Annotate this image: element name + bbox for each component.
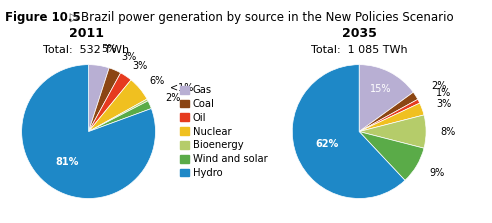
Text: 2035: 2035	[342, 27, 376, 40]
Text: 2011: 2011	[68, 27, 104, 40]
Text: ▷: ▷	[66, 11, 87, 24]
Text: <1%: <1%	[170, 83, 193, 93]
Text: 81%: 81%	[56, 157, 79, 167]
Wedge shape	[359, 99, 420, 132]
Wedge shape	[89, 101, 152, 132]
Wedge shape	[89, 68, 121, 132]
Wedge shape	[359, 65, 413, 132]
Wedge shape	[89, 65, 109, 132]
Text: 3%: 3%	[436, 99, 451, 109]
Text: Total:  532 TWh: Total: 532 TWh	[43, 45, 129, 55]
Text: 8%: 8%	[441, 127, 456, 136]
Text: 3%: 3%	[121, 52, 136, 62]
Wedge shape	[359, 115, 426, 148]
Text: 2%: 2%	[431, 81, 447, 91]
Wedge shape	[292, 65, 405, 198]
Wedge shape	[359, 92, 418, 132]
Text: 2%: 2%	[165, 93, 181, 103]
Text: Brazil power generation by source in the New Policies Scenario: Brazil power generation by source in the…	[81, 11, 454, 24]
Text: 62%: 62%	[315, 139, 338, 149]
Text: 3%: 3%	[133, 61, 148, 71]
Text: 9%: 9%	[430, 168, 445, 178]
Text: 5%: 5%	[101, 44, 117, 54]
Text: Figure 10.5: Figure 10.5	[5, 11, 81, 24]
Wedge shape	[359, 103, 424, 132]
Text: 15%: 15%	[370, 84, 392, 94]
Wedge shape	[89, 73, 131, 132]
Text: Total:  1 085 TWh: Total: 1 085 TWh	[311, 45, 407, 55]
Text: 6%: 6%	[149, 76, 164, 86]
Legend: Gas, Coal, Oil, Nuclear, Bioenergy, Wind and solar, Hydro: Gas, Coal, Oil, Nuclear, Bioenergy, Wind…	[180, 85, 268, 178]
Wedge shape	[359, 132, 424, 180]
Wedge shape	[89, 99, 148, 132]
Wedge shape	[22, 65, 155, 198]
Wedge shape	[89, 80, 147, 132]
Text: 1%: 1%	[435, 88, 451, 98]
